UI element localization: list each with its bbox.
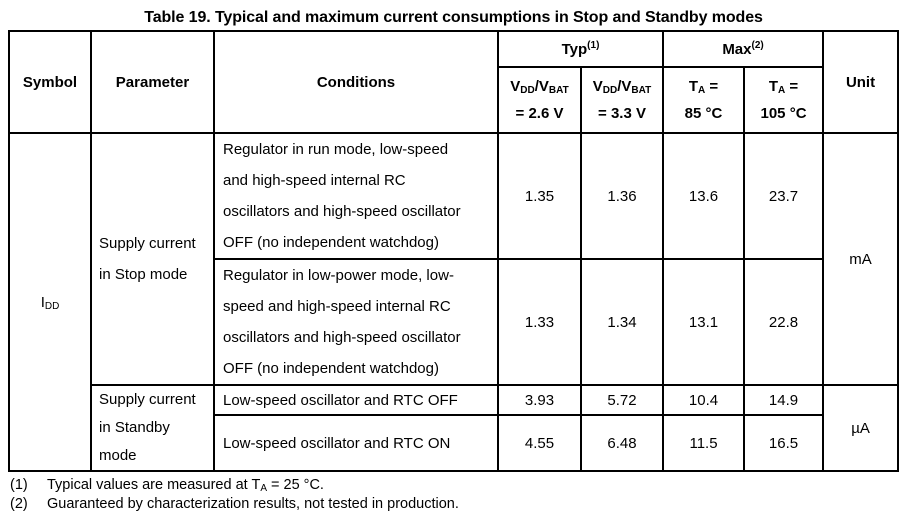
text-segment: V [510, 78, 521, 95]
cell-typ26-rtc-on: 4.55 [497, 414, 582, 472]
cell-typ33-rtc-off: 5.72 [579, 383, 665, 417]
text-line: in Stop mode [99, 266, 188, 283]
header-vdd-3v3: VDD/VBAT = 3.3 V [579, 66, 665, 134]
subscript: A [778, 85, 786, 96]
text-line: Regulator in low-power mode, low- [223, 267, 454, 284]
table-row: IDD Supply current in Stop mode Regulato… [8, 132, 900, 472]
text-line: OFF (no independent watchdog) [223, 360, 439, 377]
footnote-number: (2) [10, 496, 28, 512]
cell-typ33-stop-run: 1.36 [579, 132, 665, 260]
text-line: oscillators and high-speed oscillator [223, 329, 461, 346]
text-line: Supply current [99, 391, 196, 408]
cell-typ33-stop-lowpower: 1.34 [579, 258, 665, 386]
footnote-number: (1) [10, 477, 28, 493]
subscript: DD [602, 85, 618, 96]
cell-typ26-rtc-off: 3.93 [497, 383, 582, 417]
current-consumption-table: Symbol Parameter Conditions Typ(1) Max(2… [8, 30, 900, 472]
subscript: BAT [548, 85, 569, 96]
cell-max105-rtc-on: 16.5 [743, 414, 825, 472]
footnote-text: = 25 °C. [266, 477, 324, 493]
cell-max85-stop-lowpower: 13.1 [662, 258, 746, 386]
cell-symbol-idd: IDD [8, 132, 92, 472]
header-symbol: Symbol [8, 30, 92, 134]
typ-footnote-ref: (1) [587, 39, 600, 51]
cell-max85-rtc-off: 10.4 [662, 383, 746, 417]
header-typ-group: Typ(1) [496, 30, 665, 68]
max-footnote-ref: (2) [751, 39, 764, 51]
vdd-vbat-label: VDD/VBAT [500, 73, 579, 100]
text-line: Supply current [99, 235, 196, 252]
header-vdd-2v6: VDD/VBAT = 2.6 V [497, 66, 582, 134]
text-line: and high-speed internal RC [223, 172, 406, 189]
text-segment: V [592, 78, 603, 95]
text-line: Low-speed oscillator and RTC ON [223, 434, 451, 452]
voltage-value: = 3.3 V [598, 105, 646, 122]
text-segment: = [705, 78, 719, 95]
temperature-value: 85 °C [684, 105, 723, 122]
vdd-vbat-label: VDD/VBAT [583, 73, 661, 100]
header-ta-85: TA = 85 °C [662, 66, 746, 134]
cell-conditions-stop-run: Regulator in run mode, low-speed and hig… [213, 132, 499, 260]
cell-max105-rtc-off: 14.9 [743, 383, 825, 417]
text-line: speed and high-speed internal RC [223, 298, 451, 315]
ta-label: TA = [665, 73, 742, 100]
header-ta-105: TA = 105 °C [743, 66, 825, 134]
text-line: mode [99, 447, 137, 464]
voltage-value: = 2.6 V [515, 105, 564, 122]
cell-typ33-rtc-on: 6.48 [579, 414, 665, 472]
ta-label: TA = [746, 73, 821, 100]
cell-parameter-standby: Supply current in Standby mode [90, 384, 215, 472]
text-line: oscillators and high-speed oscillator [223, 203, 461, 220]
footnotes: (1) Typical values are measured at TA = 2… [10, 476, 907, 514]
footnote-1: (1) Typical values are measured at TA = 2… [10, 476, 907, 495]
cell-max105-stop-lowpower: 22.8 [743, 258, 825, 386]
subscript: BAT [631, 85, 652, 96]
text-segment: T [768, 78, 779, 95]
text-segment: /V [617, 78, 632, 95]
cell-unit-ua: µA [822, 384, 900, 472]
subscript: A [260, 483, 267, 494]
cell-conditions-rtc-on: Low-speed oscillator and RTC ON [213, 414, 499, 472]
symbol-subscript: DD [44, 300, 60, 312]
text-segment: = [785, 78, 799, 95]
table-row: Regulator in low-power mode, low- speed … [9, 258, 898, 386]
typ-label: Typ [561, 40, 588, 58]
cell-max85-stop-run: 13.6 [662, 132, 746, 260]
footnote-text: Guaranteed by characterization results, … [47, 496, 459, 512]
table-row: Supply current in Standby mode Low-speed… [9, 383, 900, 472]
table-title: Table 19. Typical and maximum current co… [144, 9, 763, 26]
header-row-groups: Symbol Parameter Conditions Typ(1) Max(2… [8, 30, 900, 134]
text-line: OFF (no independent watchdog) [223, 234, 439, 251]
subscript: A [698, 85, 706, 96]
header-parameter: Parameter [90, 30, 215, 134]
cell-conditions-stop-lowpower: Regulator in low-power mode, low- speed … [213, 258, 499, 386]
footnote-text: Typical values are measured at T [47, 477, 261, 493]
symbol-base: I [40, 293, 45, 311]
cell-max85-rtc-on: 11.5 [662, 414, 746, 472]
text-line: Low-speed oscillator and RTC OFF [223, 391, 458, 409]
cell-conditions-rtc-off: Low-speed oscillator and RTC OFF [213, 383, 499, 417]
text-line: in Standby [99, 419, 170, 436]
cell-unit-ma: mA [822, 132, 900, 386]
cell-parameter-stop: Supply current in Stop mode [90, 132, 215, 386]
text-line: Regulator in run mode, low-speed [223, 141, 449, 158]
header-unit: Unit [822, 30, 900, 134]
table-row: Low-speed oscillator and RTC ON 4.55 6.4… [9, 414, 898, 472]
temperature-value: 105 °C [760, 105, 807, 122]
max-label: Max [722, 40, 752, 58]
header-conditions: Conditions [213, 30, 499, 134]
footnote-2: (2) Guaranteed by characterization result… [10, 495, 907, 514]
cell-typ26-stop-run: 1.35 [497, 132, 582, 260]
cell-typ26-stop-lowpower: 1.33 [497, 258, 582, 386]
text-segment: T [688, 78, 699, 95]
header-row-subcolumns: VDD/VBAT = 2.6 V VDD/VBAT = 3.3 V TA = 8… [9, 66, 898, 134]
subscript: DD [520, 85, 535, 96]
header-max-group: Max(2) [662, 30, 825, 68]
cell-max105-stop-run: 23.7 [743, 132, 825, 260]
text-segment: /V [534, 78, 549, 95]
